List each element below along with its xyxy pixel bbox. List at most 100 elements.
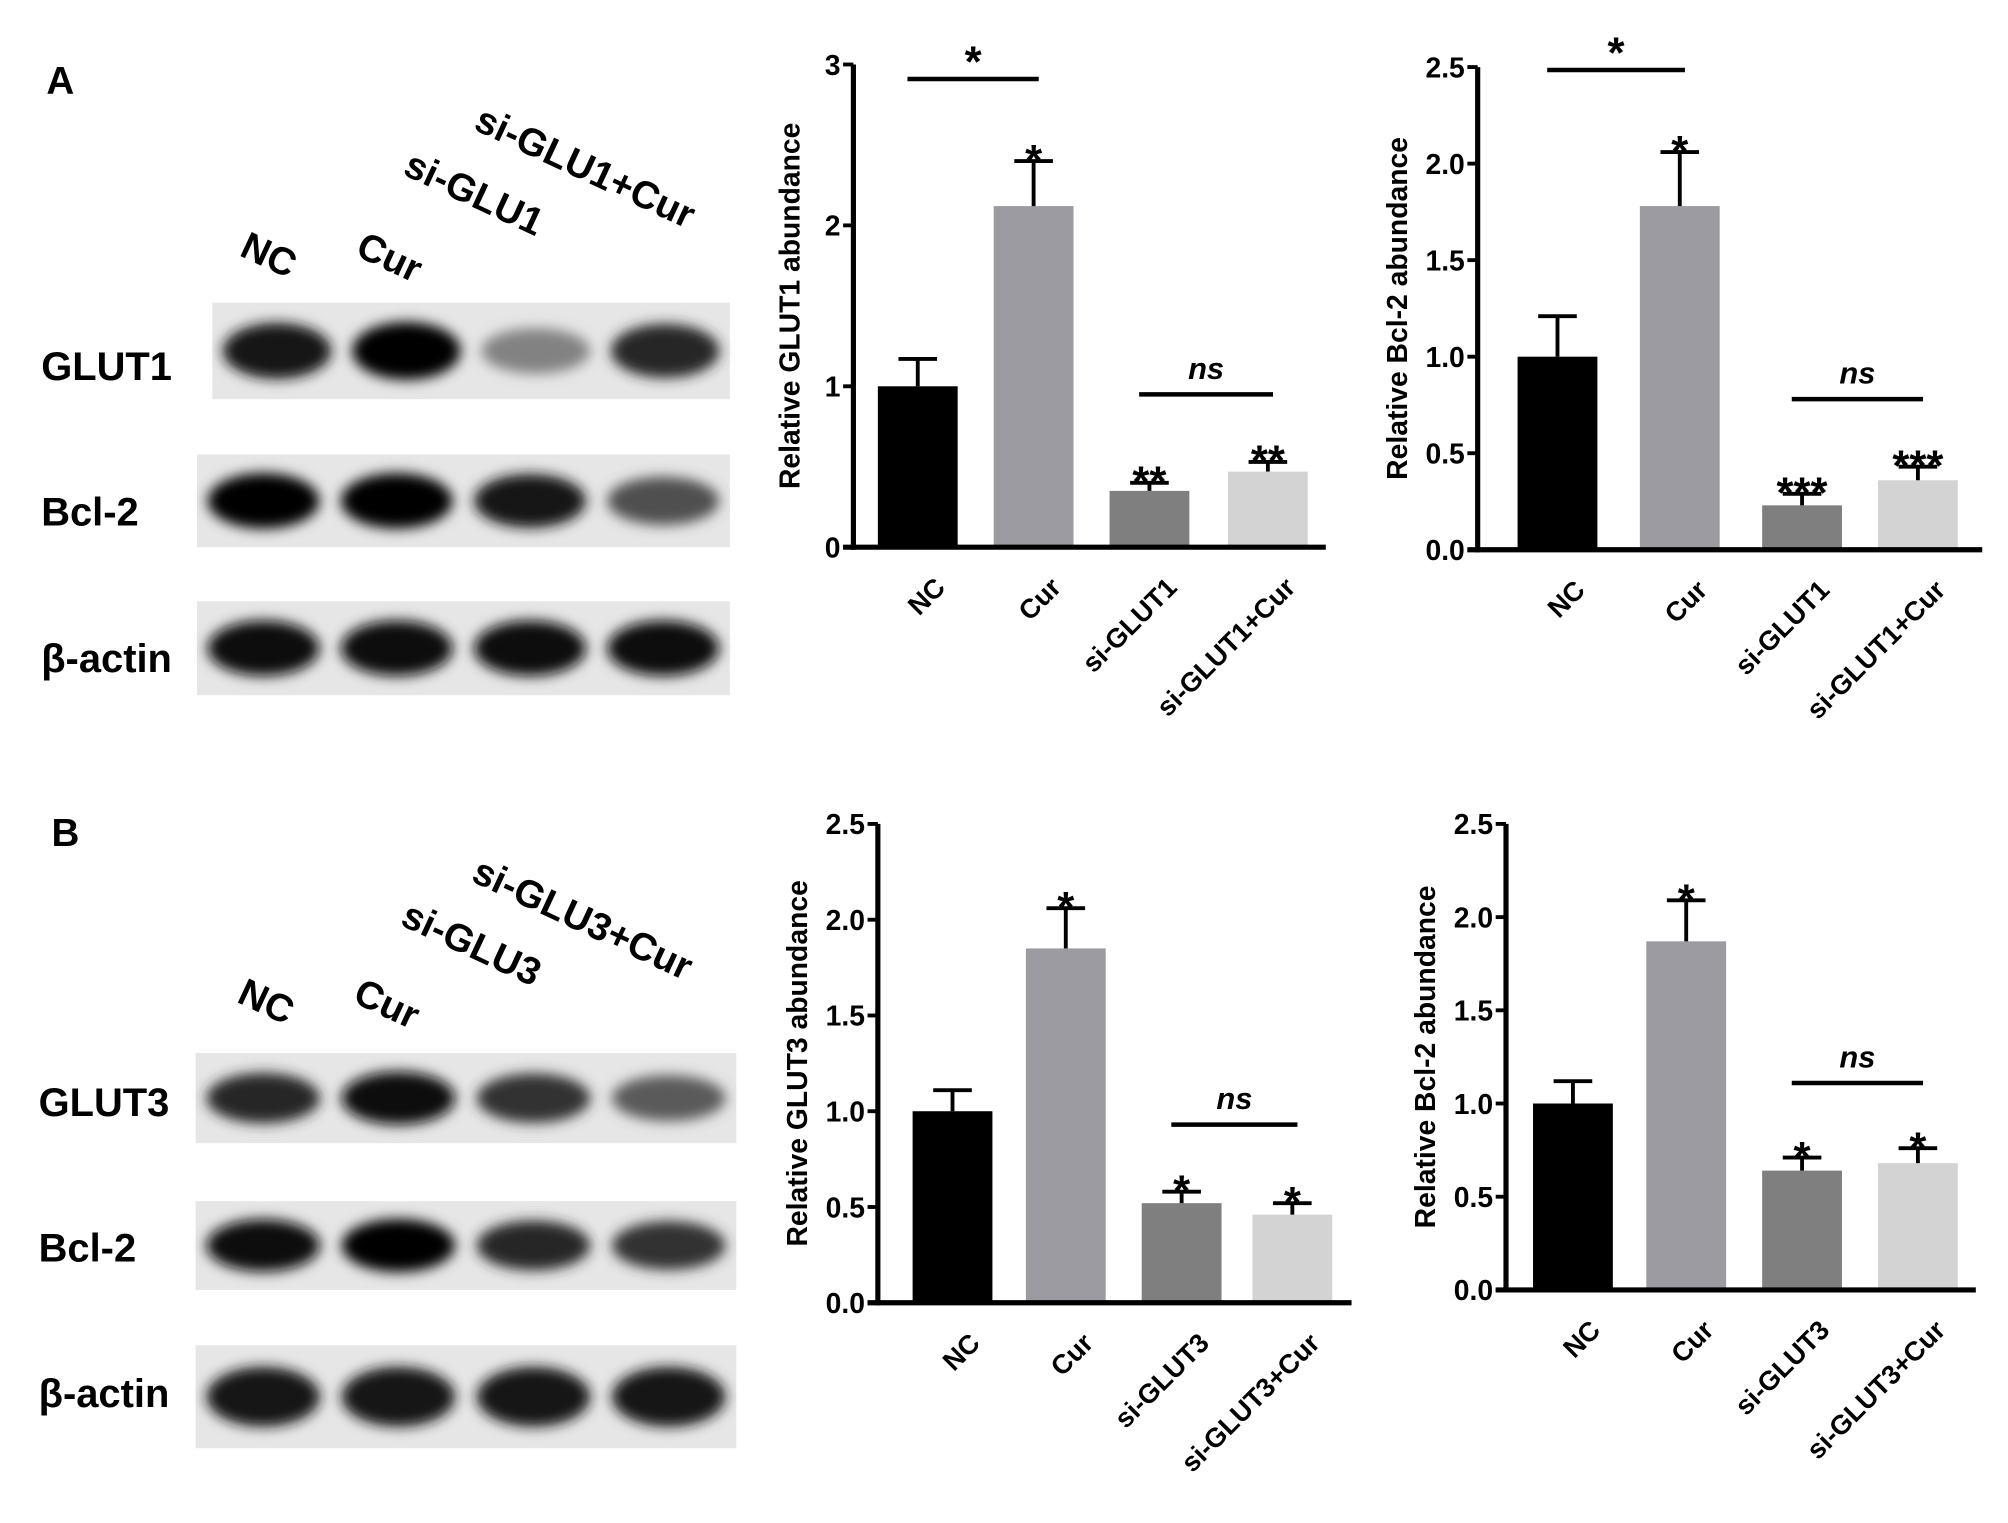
protein-band [352,321,461,380]
protein-band [481,328,591,374]
y-tick-label: 0.5 [826,1191,865,1223]
y-tick-label: 2.5 [1425,51,1464,83]
x-tick-label: Cur [1045,1327,1099,1381]
x-tick-label: NC [1542,575,1591,624]
y-tick-label: 2 [825,210,841,242]
bar-chart: NC*Cur***si-GLUT1***si-GLUT1+Cur*ns0.00.… [1381,28,1983,725]
bracket-label: ns [1839,356,1875,391]
y-tick-label: 3 [825,49,841,81]
blot-strip [196,601,730,696]
significance-label: * [1173,1167,1190,1216]
protein-band [607,620,720,676]
protein-band [611,1366,726,1427]
bar [1109,490,1190,548]
western-blots: NC Cursi-GLU1si-GLU1+CurGLUT1Bcl-2β-actin… [39,98,737,1449]
significance-label: * [1909,1124,1926,1173]
blot-strip [196,454,730,548]
panel-letter-a: A [46,60,74,103]
protein-band [341,1218,456,1273]
y-axis-label: Relative Bcl-2 abundance [1409,885,1441,1228]
protein-band [476,1220,591,1271]
y-tick-label: 0.0 [826,1287,865,1319]
bracket-label: ns [1839,1040,1875,1075]
significance-label: * [1794,1133,1811,1182]
lane-label: Cur [350,224,428,291]
x-tick-label: NC [902,572,951,621]
y-tick-label: 1.0 [1425,341,1464,373]
lane-label: Cur [348,971,426,1038]
bracket-label: ns [1188,351,1224,386]
protein-band [340,620,453,676]
lane-label: NC [232,971,301,1034]
x-tick-label: NC [1557,1315,1606,1364]
x-tick-label: NC [937,1328,986,1377]
bar [1639,206,1720,550]
protein-band [476,1366,591,1427]
protein-band [222,322,332,379]
y-axis-label: Relative GLUT3 abundance [781,880,813,1246]
bar [1762,505,1842,550]
significance-label: * [1284,1178,1301,1227]
blot-label: β-actin [39,1372,170,1416]
bar [877,386,958,548]
y-axis-label: Relative Bcl-2 abundance [1381,137,1413,480]
blot-label: β-actin [41,637,172,681]
blot-strip [195,1201,737,1290]
bar-chart: NC*Cur*si-GLUT3*si-GLUT3+Curns0.00.51.01… [1409,808,1976,1465]
bracket-label: * [1608,28,1625,77]
significance-label: * [1671,127,1688,176]
bracket-label: ns [1216,1081,1252,1116]
significance-label: * [1057,883,1074,932]
y-tick-label: 1.5 [826,1000,865,1032]
y-tick-label: 1.5 [1454,995,1493,1027]
protein-band [206,1072,320,1124]
y-axis-label: Relative GLUT1 abundance [773,123,805,489]
significance-label: *** [1777,469,1828,518]
y-tick-label: 0.0 [1454,1274,1493,1306]
bar [1762,1170,1842,1290]
y-tick-label: 1.0 [826,1096,865,1128]
blot-label: Bcl-2 [41,490,139,534]
significance-label: *** [1892,442,1943,491]
bar [1252,1214,1333,1303]
blot-label: GLUT1 [41,345,172,389]
significance-label: * [1678,876,1695,925]
x-tick-label: Cur [1665,1314,1719,1368]
x-tick-label: Cur [1659,574,1713,628]
x-tick-label: Cur [1013,572,1067,626]
bar [1646,941,1727,1290]
blot-strip [212,302,730,400]
bar-chart: NC*Cur*si-GLUT3*si-GLUT3+Curns0.00.51.01… [781,808,1352,1478]
y-tick-label: 1 [825,371,841,403]
y-tick-label: 2.5 [826,808,865,840]
protein-band [611,1221,726,1270]
bar [1141,1203,1222,1303]
lane-label: NC [234,224,303,287]
bar [1533,1103,1613,1290]
bar [1025,948,1106,1303]
protein-band [340,473,453,529]
significance-label: * [1025,136,1042,185]
blot-label: Bcl-2 [39,1227,137,1271]
y-tick-label: 0 [825,531,841,563]
protein-band [474,473,586,528]
x-tick-label: si-GLUT1 [1077,572,1183,678]
bar-chart: NC*Cur**si-GLUT1**si-GLUT1+Cur*ns0123Rel… [773,37,1326,722]
x-tick-label: si-GLUT3 [1109,1328,1215,1434]
protein-band [206,1366,320,1427]
y-tick-label: 2.0 [1454,901,1493,933]
protein-band [207,620,320,676]
y-tick-label: 0.5 [1454,1181,1493,1213]
panel-letter-b: B [51,812,79,855]
protein-band [341,1071,456,1125]
blot-label: GLUT3 [39,1081,170,1125]
bar [1877,1163,1958,1290]
protein-band [341,1366,456,1427]
bracket-label: * [965,37,982,86]
bar [1877,480,1958,550]
blot-strip [195,1053,737,1144]
protein-band [476,1073,591,1123]
y-tick-label: 2.0 [1425,148,1464,180]
significance-label: ** [1251,437,1285,486]
